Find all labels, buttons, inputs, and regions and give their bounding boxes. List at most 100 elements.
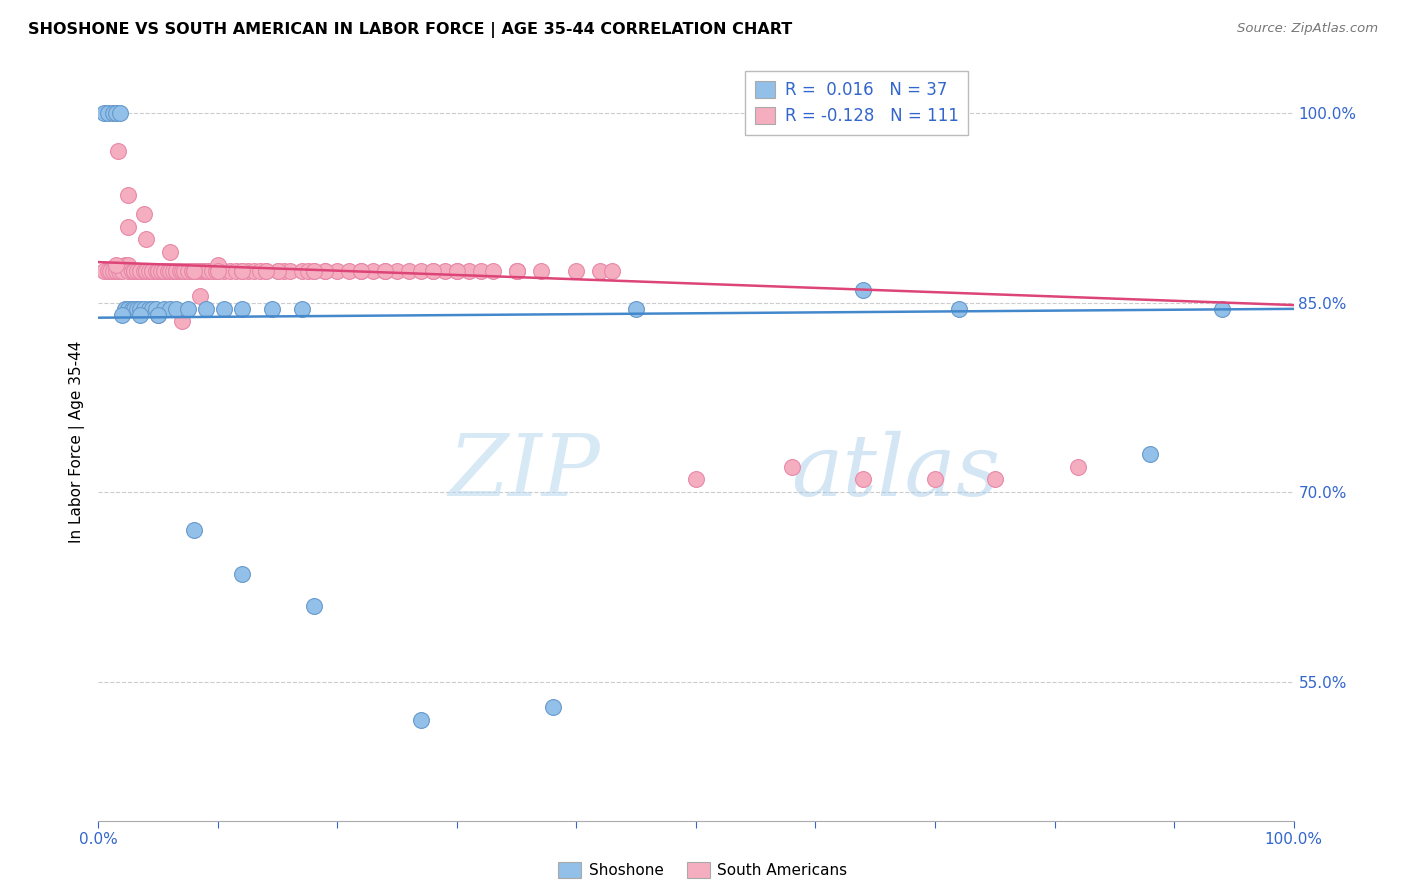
Point [97, 264, 120, 278]
Point [212, 264, 235, 278]
Point [183, 523, 205, 537]
Point [411, 264, 433, 278]
Point [541, 699, 564, 714]
Point [159, 301, 181, 316]
Point [231, 567, 253, 582]
Point [117, 264, 139, 278]
Point [124, 301, 146, 316]
Point [117, 188, 139, 202]
Text: SHOSHONE VS SOUTH AMERICAN IN LABOR FORCE | AGE 35-44 CORRELATION CHART: SHOSHONE VS SOUTH AMERICAN IN LABOR FORC… [28, 22, 793, 38]
Point [101, 264, 124, 278]
Legend: R =  0.016   N = 37, R = -0.128   N = 111: R = 0.016 N = 37, R = -0.128 N = 111 [745, 70, 969, 136]
Point [481, 264, 505, 278]
Point [135, 264, 157, 278]
Point [201, 264, 224, 278]
Point [132, 207, 155, 221]
Point [98, 264, 122, 278]
Point [530, 264, 553, 278]
Point [148, 308, 170, 322]
Y-axis label: In Labor Force | Age 35-44: In Labor Force | Age 35-44 [69, 341, 84, 542]
Point [114, 258, 136, 272]
Point [141, 264, 163, 278]
Point [374, 264, 396, 278]
Point [589, 264, 612, 278]
Point [225, 264, 247, 278]
Point [173, 264, 195, 278]
Point [685, 473, 707, 487]
Point [350, 264, 373, 278]
Text: ZIP: ZIP [449, 431, 600, 513]
Point [132, 264, 155, 278]
Point [159, 264, 181, 278]
Point [165, 301, 187, 316]
Point [506, 264, 529, 278]
Point [129, 264, 152, 278]
Point [148, 264, 170, 278]
Point [162, 264, 184, 278]
Point [326, 264, 349, 278]
Point [470, 264, 492, 278]
Point [145, 301, 167, 316]
Point [135, 264, 157, 278]
Point [183, 264, 205, 278]
Point [278, 264, 301, 278]
Point [193, 264, 215, 278]
Point [121, 301, 143, 316]
Point [145, 264, 167, 278]
Point [219, 264, 242, 278]
Point [186, 264, 208, 278]
Point [117, 301, 139, 316]
Point [165, 264, 187, 278]
Text: atlas: atlas [792, 431, 1001, 513]
Point [111, 308, 134, 322]
Point [148, 264, 170, 278]
Point [231, 264, 253, 278]
Point [385, 264, 409, 278]
Point [458, 264, 481, 278]
Point [197, 264, 219, 278]
Point [1211, 301, 1233, 316]
Point [107, 144, 129, 158]
Point [411, 713, 433, 727]
Point [180, 264, 202, 278]
Point [924, 473, 946, 487]
Point [141, 301, 163, 316]
Point [204, 264, 226, 278]
Point [852, 473, 875, 487]
Point [132, 301, 155, 316]
Point [243, 264, 266, 278]
Point [121, 264, 143, 278]
Point [177, 264, 200, 278]
Point [948, 301, 970, 316]
Text: Source: ZipAtlas.com: Source: ZipAtlas.com [1237, 22, 1378, 36]
Point [105, 258, 128, 272]
Point [93, 264, 115, 278]
Point [422, 264, 444, 278]
Point [260, 301, 283, 316]
Point [101, 106, 124, 120]
Point [105, 106, 128, 120]
Point [111, 264, 134, 278]
Point [138, 264, 160, 278]
Point [434, 264, 457, 278]
Point [108, 106, 131, 120]
Point [302, 264, 325, 278]
Point [117, 258, 139, 272]
Point [153, 301, 176, 316]
Point [148, 308, 170, 322]
Point [117, 219, 139, 234]
Point [135, 232, 157, 246]
Point [446, 264, 468, 278]
Point [207, 264, 229, 278]
Point [165, 264, 187, 278]
Point [138, 301, 160, 316]
Point [626, 301, 648, 316]
Point [124, 264, 146, 278]
Point [114, 301, 136, 316]
Point [1067, 459, 1090, 474]
Point [291, 264, 314, 278]
Point [506, 264, 529, 278]
Point [302, 264, 325, 278]
Point [129, 308, 152, 322]
Point [195, 301, 218, 316]
